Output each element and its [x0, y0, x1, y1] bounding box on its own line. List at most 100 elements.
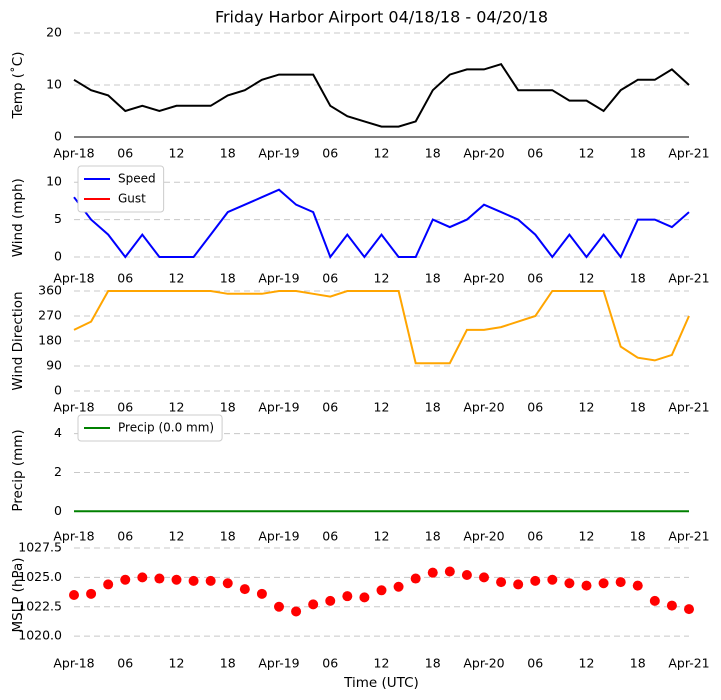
x-tick-label: 18	[630, 529, 646, 544]
y-tick-label: 1025.0	[18, 569, 62, 584]
y-tick-label: 2	[54, 464, 62, 479]
data-point	[649, 595, 660, 606]
data-point	[444, 566, 455, 577]
x-tick-label: Apr-18	[53, 146, 94, 161]
legend-box	[77, 414, 223, 442]
series-line	[73, 63, 690, 128]
y-tick-label: 1020.0	[18, 628, 62, 643]
data-point	[359, 592, 370, 603]
x-tick-label: 12	[579, 656, 595, 671]
x-tick-label: Apr-19	[258, 400, 299, 415]
x-tick-label: Apr-18	[53, 271, 94, 286]
x-tick-label: 18	[630, 656, 646, 671]
x-tick-label: 06	[527, 529, 543, 544]
x-tick-label: 06	[322, 146, 338, 161]
data-point	[188, 575, 199, 586]
y-tick-label: 270	[38, 308, 62, 323]
x-tick-label: 06	[322, 529, 338, 544]
x-tick-label: 18	[425, 656, 441, 671]
x-tick-label: 06	[322, 271, 338, 286]
data-point	[496, 577, 507, 588]
x-tick-label: 06	[117, 529, 133, 544]
x-tick-label: 12	[374, 529, 390, 544]
x-tick-label: 18	[425, 400, 441, 415]
x-tick-label: 12	[579, 400, 595, 415]
x-tick-label: 06	[527, 656, 543, 671]
data-point	[308, 599, 319, 610]
y-axis-label: Temp (˚C)	[9, 52, 26, 120]
legend-label: Speed	[118, 172, 156, 186]
y-tick-label: 180	[38, 333, 62, 348]
y-tick-label: 1022.5	[18, 598, 62, 613]
y-tick-label: 4	[54, 425, 62, 440]
data-point	[69, 590, 79, 600]
x-tick-label: 18	[630, 400, 646, 415]
x-tick-label: 12	[374, 271, 390, 286]
x-tick-label: 12	[579, 146, 595, 161]
series-line	[73, 290, 690, 365]
x-tick-label: 18	[425, 146, 441, 161]
x-tick-label: 12	[374, 400, 390, 415]
data-point	[103, 579, 114, 590]
x-tick-label: 18	[425, 271, 441, 286]
x-tick-label: Apr-18	[53, 529, 94, 544]
data-point	[120, 574, 131, 585]
data-point	[598, 578, 609, 589]
x-tick-label: 12	[169, 656, 185, 671]
data-point	[410, 573, 421, 584]
data-point	[171, 574, 182, 585]
data-point	[564, 578, 575, 589]
data-point	[427, 567, 438, 578]
y-tick-label: 360	[38, 283, 62, 298]
x-tick-label: Apr-19	[258, 656, 299, 671]
x-tick-label: 18	[220, 400, 236, 415]
x-tick-label: Apr-21	[668, 400, 709, 415]
x-tick-label: Apr-18	[53, 400, 94, 415]
y-tick-label: 90	[46, 358, 62, 373]
x-tick-label: Apr-21	[668, 529, 709, 544]
x-tick-label: 18	[630, 146, 646, 161]
y-tick-label: 0	[54, 129, 62, 144]
x-tick-label: 06	[527, 400, 543, 415]
x-tick-label: 12	[374, 656, 390, 671]
data-point	[547, 574, 558, 585]
x-tick-label: Apr-19	[258, 146, 299, 161]
x-tick-label: 12	[169, 529, 185, 544]
legend: Precip (0.0 mm)	[77, 414, 223, 442]
y-axis-label: Precip (mm)	[10, 429, 26, 511]
data-point	[291, 606, 302, 617]
x-tick-label: Apr-18	[53, 656, 94, 671]
data-point	[393, 581, 404, 592]
x-tick-label: Apr-19	[258, 529, 299, 544]
y-tick-label: 0	[54, 503, 62, 518]
x-tick-label: Apr-19	[258, 271, 299, 286]
legend-box	[77, 165, 165, 213]
data-point	[530, 575, 541, 586]
x-tick-label: 06	[527, 271, 543, 286]
legend-label: Gust	[118, 192, 146, 206]
y-axis-label: MSLP (hPa)	[10, 557, 26, 632]
x-tick-label: 12	[374, 146, 390, 161]
data-point	[86, 588, 97, 599]
y-tick-label: 1027.5	[18, 540, 62, 555]
x-tick-label: 12	[579, 271, 595, 286]
data-point	[666, 600, 677, 611]
data-point	[222, 578, 233, 589]
x-tick-label: 06	[527, 146, 543, 161]
x-tick-label: Apr-21	[668, 271, 709, 286]
x-tick-label: 12	[579, 529, 595, 544]
x-tick-label: 06	[117, 400, 133, 415]
data-point	[325, 595, 336, 606]
data-point	[479, 572, 489, 583]
data-point	[684, 604, 694, 615]
y-axis-label: Wind (mph)	[10, 178, 26, 257]
x-tick-label: 18	[220, 656, 236, 671]
x-tick-label: 06	[322, 656, 338, 671]
data-point	[137, 572, 148, 583]
data-point	[581, 580, 592, 591]
x-tick-label: 18	[630, 271, 646, 286]
y-tick-label: 0	[54, 383, 62, 398]
data-point	[342, 591, 353, 602]
x-tick-label: 18	[220, 271, 236, 286]
series-line	[73, 188, 690, 260]
